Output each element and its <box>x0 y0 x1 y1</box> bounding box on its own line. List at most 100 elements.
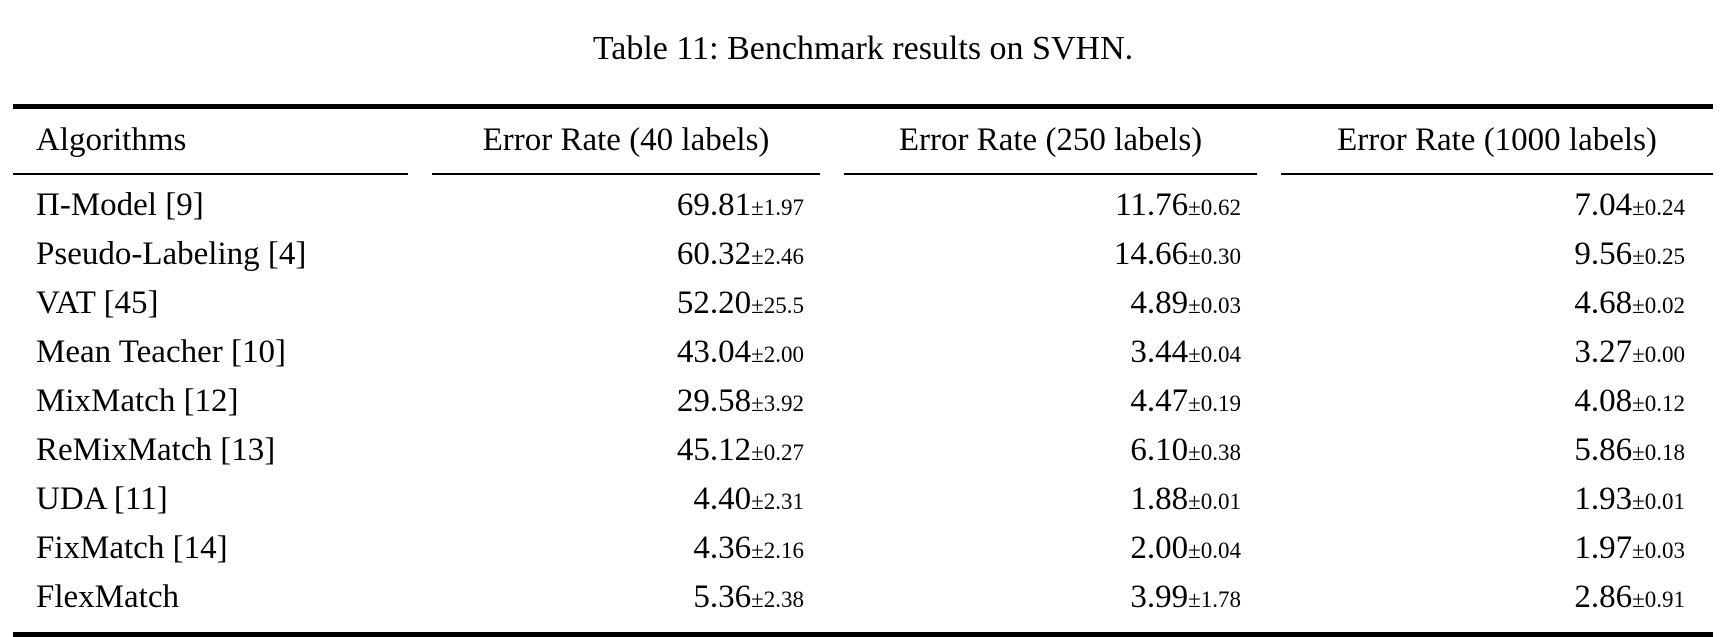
mean-value: 9.56 <box>1574 236 1633 272</box>
mean-value: 2.86 <box>1574 579 1633 615</box>
error-rate-cell: 3.99±1.78 <box>832 574 1269 635</box>
std-value: ±0.30 <box>1188 244 1241 269</box>
error-rate-cell: 4.36±2.16 <box>420 525 832 574</box>
error-rate-cell: 4.89±0.03 <box>832 280 1269 329</box>
algorithm-cell: MixMatch [12] <box>36 383 239 419</box>
table-row: MixMatch [12] 29.58±3.92 4.47±0.19 4.08±… <box>13 378 1713 427</box>
std-value: ±0.01 <box>1188 489 1241 514</box>
table-row: ReMixMatch [13] 45.12±0.27 6.10±0.38 5.8… <box>13 427 1713 476</box>
table-row: Mean Teacher [10] 43.04±2.00 3.44±0.04 3… <box>13 329 1713 378</box>
mean-value: 45.12 <box>676 432 752 468</box>
error-rate-cell: 6.10±0.38 <box>832 427 1269 476</box>
std-value: ±0.12 <box>1632 391 1685 416</box>
mean-value: 3.44 <box>1130 334 1189 370</box>
mean-value: 1.88 <box>1130 481 1189 517</box>
algorithm-cell: UDA [11] <box>36 481 168 517</box>
error-rate-cell: 60.32±2.46 <box>420 231 832 280</box>
table-row: FlexMatch 5.36±2.38 3.99±1.78 2.86±0.91 <box>13 574 1713 635</box>
column-header-error-rate-40: Error Rate (40 labels) <box>420 107 832 175</box>
error-rate-cell: 4.68±0.02 <box>1269 280 1713 329</box>
std-value: ±0.62 <box>1188 195 1241 220</box>
table-row: VAT [45] 52.20±25.5 4.89±0.03 4.68±0.02 <box>13 280 1713 329</box>
error-rate-cell: 1.93±0.01 <box>1269 476 1713 525</box>
mean-value: 7.04 <box>1574 187 1633 223</box>
std-value: ±1.97 <box>751 195 804 220</box>
std-value: ±0.04 <box>1188 538 1241 563</box>
error-rate-cell: 9.56±0.25 <box>1269 231 1713 280</box>
mean-value: 4.89 <box>1130 285 1189 321</box>
std-value: ±0.24 <box>1632 195 1685 220</box>
error-rate-cell: 29.58±3.92 <box>420 378 832 427</box>
mean-value: 1.93 <box>1574 481 1633 517</box>
algorithm-cell: FlexMatch <box>36 579 179 615</box>
error-rate-cell: 3.44±0.04 <box>832 329 1269 378</box>
error-rate-cell: 14.66±0.30 <box>832 231 1269 280</box>
mean-value: 2.00 <box>1130 530 1189 566</box>
column-header-algorithms: Algorithms <box>13 107 420 175</box>
error-rate-cell: 7.04±0.24 <box>1269 175 1713 231</box>
error-rate-cell: 45.12±0.27 <box>420 427 832 476</box>
column-header-error-rate-1000: Error Rate (1000 labels) <box>1269 107 1713 175</box>
algorithm-cell: Pseudo-Labeling [4] <box>36 236 307 272</box>
std-value: ±2.38 <box>751 587 804 612</box>
algorithm-cell: VAT [45] <box>36 285 159 321</box>
error-rate-cell: 2.00±0.04 <box>832 525 1269 574</box>
std-value: ±0.18 <box>1632 440 1685 465</box>
mean-value: 6.10 <box>1130 432 1189 468</box>
mean-value: 4.08 <box>1574 383 1633 419</box>
std-value: ±0.38 <box>1188 440 1241 465</box>
error-rate-cell: 1.97±0.03 <box>1269 525 1713 574</box>
algorithm-cell: Π-Model [9] <box>36 187 204 223</box>
error-rate-cell: 69.81±1.97 <box>420 175 832 231</box>
error-rate-cell: 1.88±0.01 <box>832 476 1269 525</box>
mean-value: 43.04 <box>676 334 752 370</box>
error-rate-cell: 5.86±0.18 <box>1269 427 1713 476</box>
mean-value: 29.58 <box>676 383 752 419</box>
std-value: ±25.5 <box>751 293 804 318</box>
error-rate-cell: 43.04±2.00 <box>420 329 832 378</box>
error-rate-cell: 4.08±0.12 <box>1269 378 1713 427</box>
std-value: ±0.00 <box>1632 342 1685 367</box>
mean-value: 5.36 <box>693 579 752 615</box>
table-header: Algorithms Error Rate (40 labels) Error … <box>13 107 1713 175</box>
std-value: ±0.01 <box>1632 489 1685 514</box>
mean-value: 52.20 <box>676 285 752 321</box>
mean-value: 4.47 <box>1130 383 1189 419</box>
error-rate-cell: 11.76±0.62 <box>832 175 1269 231</box>
std-value: ±0.91 <box>1632 587 1685 612</box>
table-row: Π-Model [9] 69.81±1.97 11.76±0.62 7.04±0… <box>13 175 1713 231</box>
mean-value: 4.36 <box>693 530 752 566</box>
mean-value: 5.86 <box>1574 432 1633 468</box>
error-rate-cell: 3.27±0.00 <box>1269 329 1713 378</box>
std-value: ±0.19 <box>1188 391 1241 416</box>
table-body: Π-Model [9] 69.81±1.97 11.76±0.62 7.04±0… <box>13 175 1713 635</box>
algorithm-cell: Mean Teacher [10] <box>36 334 286 370</box>
error-rate-cell: 4.40±2.31 <box>420 476 832 525</box>
column-header-error-rate-250: Error Rate (250 labels) <box>832 107 1269 175</box>
mean-value: 69.81 <box>676 187 752 223</box>
mean-value: 11.76 <box>1115 187 1189 223</box>
std-value: ±0.27 <box>751 440 804 465</box>
benchmark-results-table: Algorithms Error Rate (40 labels) Error … <box>13 104 1713 637</box>
std-value: ±1.78 <box>1188 587 1241 612</box>
std-value: ±0.02 <box>1632 293 1685 318</box>
std-value: ±2.16 <box>751 538 804 563</box>
mean-value: 1.97 <box>1574 530 1633 566</box>
mean-value: 3.99 <box>1130 579 1189 615</box>
std-value: ±0.04 <box>1188 342 1241 367</box>
table-row: FixMatch [14] 4.36±2.16 2.00±0.04 1.97±0… <box>13 525 1713 574</box>
table-row: UDA [11] 4.40±2.31 1.88±0.01 1.93±0.01 <box>13 476 1713 525</box>
std-value: ±2.00 <box>751 342 804 367</box>
std-value: ±0.25 <box>1632 244 1685 269</box>
std-value: ±2.31 <box>751 489 804 514</box>
algorithm-cell: FixMatch [14] <box>36 530 228 566</box>
algorithm-cell: ReMixMatch [13] <box>36 432 276 468</box>
table-row: Pseudo-Labeling [4] 60.32±2.46 14.66±0.3… <box>13 231 1713 280</box>
table-caption: Table 11: Benchmark results on SVHN. <box>592 30 1134 67</box>
std-value: ±0.03 <box>1188 293 1241 318</box>
mean-value: 4.68 <box>1574 285 1633 321</box>
error-rate-cell: 2.86±0.91 <box>1269 574 1713 635</box>
error-rate-cell: 4.47±0.19 <box>832 378 1269 427</box>
mean-value: 3.27 <box>1574 334 1633 370</box>
